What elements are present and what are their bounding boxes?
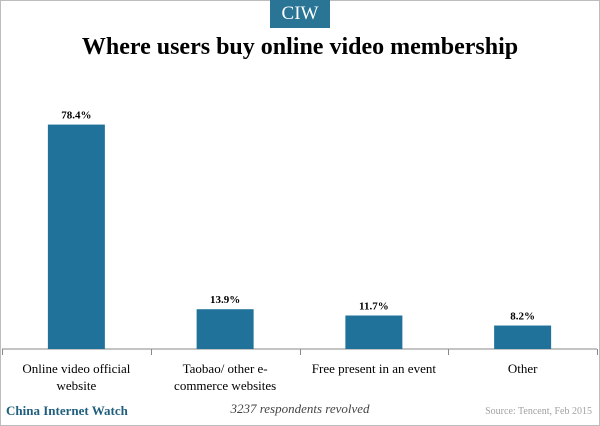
bar (494, 325, 552, 349)
ciw-badge: CIW (270, 0, 330, 28)
category-label: website (57, 378, 97, 393)
brand-label: China Internet Watch (6, 403, 128, 418)
category-label: Free present in an event (312, 361, 437, 376)
bar-value-label: 13.9% (210, 294, 240, 306)
category-label: Other (508, 361, 538, 376)
bar-value-label: 78.4% (61, 110, 91, 122)
bar (196, 309, 254, 349)
chart-title: Where users buy online video membership (81, 34, 519, 60)
bar (47, 124, 105, 349)
bar-value-label: 11.7% (359, 301, 389, 313)
category-label: Online video official (22, 361, 130, 376)
bar-value-label: 8.2% (510, 311, 535, 323)
bar (345, 315, 403, 349)
respondents-note: 3237 respondents revolved (230, 401, 370, 416)
category-label: Taobao/ other e- (183, 361, 268, 376)
source-label: Source: Tencent, Feb 2015 (485, 406, 592, 417)
category-label: commerce websites (174, 378, 276, 393)
